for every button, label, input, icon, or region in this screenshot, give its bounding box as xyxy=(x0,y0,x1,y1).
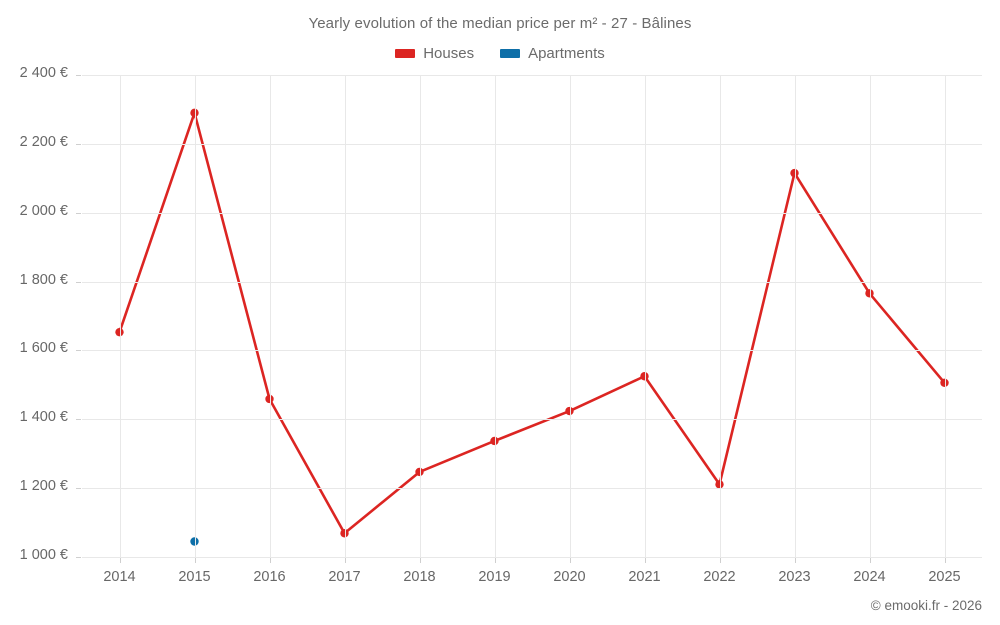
gridline-vertical xyxy=(419,75,421,557)
x-axis-tick-label: 2015 xyxy=(178,569,211,585)
legend-item-houses[interactable]: Houses xyxy=(395,45,474,62)
legend-swatch-apartments xyxy=(500,49,521,58)
legend-item-apartments[interactable]: Apartments xyxy=(500,45,605,62)
x-axis-tick-label: 2023 xyxy=(778,569,811,585)
gridline-horizontal xyxy=(82,212,982,214)
data-point-houses-2019[interactable] xyxy=(490,436,499,446)
legend-label-apartments: Apartments xyxy=(528,45,605,62)
x-axis-tick-label: 2024 xyxy=(853,569,886,585)
y-axis-tick-mark xyxy=(76,488,81,490)
x-axis-tick-label: 2017 xyxy=(328,569,361,585)
gridline-horizontal xyxy=(82,143,982,145)
x-axis-tick-label: 2014 xyxy=(103,569,136,585)
gridline-horizontal xyxy=(82,75,982,76)
x-axis-tick-mark xyxy=(644,557,646,563)
gridline-horizontal xyxy=(82,350,982,352)
x-axis-tick-mark xyxy=(269,557,271,563)
x-axis-tick-mark xyxy=(419,557,421,563)
x-axis-tick-mark xyxy=(719,557,721,563)
y-axis-tick-mark xyxy=(76,212,81,214)
x-axis-tick-mark xyxy=(944,557,946,563)
gridline-vertical xyxy=(644,75,646,557)
x-axis-tick-mark xyxy=(344,557,346,563)
chart-legend: Houses Apartments xyxy=(0,45,1000,62)
footer-credit: © emooki.fr - 2026 xyxy=(870,598,982,613)
gridline-vertical xyxy=(944,75,946,557)
y-axis-tick-mark xyxy=(76,75,81,76)
gridline-vertical xyxy=(569,75,571,557)
x-axis-tick-mark xyxy=(119,557,121,563)
x-axis-tick-mark xyxy=(194,557,196,563)
legend-label-houses: Houses xyxy=(423,45,475,62)
x-axis-tick-label: 2018 xyxy=(403,569,436,585)
y-axis-tick-mark xyxy=(76,557,81,558)
y-axis-tick-label: 1 800 € xyxy=(19,271,68,288)
x-axis-tick-label: 2019 xyxy=(478,569,511,585)
x-axis-tick-mark xyxy=(494,557,496,563)
x-axis-tick-label: 2022 xyxy=(703,569,736,585)
y-axis-tick-label: 2 400 € xyxy=(19,65,68,81)
x-axis-tick-mark xyxy=(569,557,571,563)
gridline-vertical xyxy=(194,75,196,557)
gridline-horizontal xyxy=(82,557,982,558)
gridline-vertical xyxy=(494,75,496,557)
plot-area xyxy=(82,75,982,558)
y-axis-tick-label: 1 200 € xyxy=(19,478,68,495)
gridline-horizontal xyxy=(82,488,982,490)
gridline-vertical xyxy=(344,75,346,557)
x-axis-tick-label: 2016 xyxy=(253,569,286,585)
y-axis-tick-mark xyxy=(76,350,81,352)
gridline-horizontal xyxy=(82,281,982,283)
x-axis-tick-label: 2020 xyxy=(553,569,586,585)
gridline-vertical xyxy=(869,75,871,557)
y-axis-tick-mark xyxy=(76,281,81,283)
data-point-houses-2017[interactable] xyxy=(340,529,349,538)
x-axis-tick-mark xyxy=(869,557,871,563)
legend-swatch-houses xyxy=(395,49,416,58)
y-axis-tick-label: 2 200 € xyxy=(19,133,68,150)
gridline-vertical xyxy=(719,75,721,557)
gridline-vertical xyxy=(794,75,796,557)
y-axis-tick-label: 1 400 € xyxy=(19,409,68,426)
chart-title: Yearly evolution of the median price per… xyxy=(308,15,692,32)
gridline-vertical xyxy=(119,75,121,557)
y-axis-tick-mark xyxy=(76,143,81,145)
x-axis-tick-label: 2025 xyxy=(928,569,961,585)
y-axis-tick-label: 1 000 € xyxy=(19,547,68,563)
y-axis-tick-mark xyxy=(76,419,81,421)
series-layer xyxy=(115,108,949,546)
data-point-houses-2018[interactable] xyxy=(415,467,424,477)
gridline-vertical xyxy=(269,75,271,557)
series-line-houses xyxy=(118,111,946,535)
x-axis-tick-label: 2021 xyxy=(628,569,661,585)
gridline-horizontal xyxy=(82,419,982,421)
data-point-houses-2020[interactable] xyxy=(565,406,574,416)
y-axis-tick-label: 1 600 € xyxy=(19,340,68,357)
x-axis-tick-mark xyxy=(794,557,796,563)
y-axis-tick-label: 2 000 € xyxy=(19,202,68,219)
